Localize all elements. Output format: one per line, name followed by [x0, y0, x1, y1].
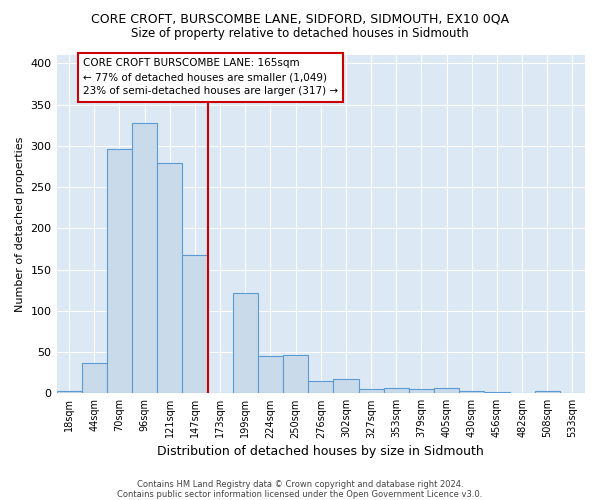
Text: CORE CROFT, BURSCOMBE LANE, SIDFORD, SIDMOUTH, EX10 0QA: CORE CROFT, BURSCOMBE LANE, SIDFORD, SID…	[91, 12, 509, 26]
Bar	[484, 392, 509, 394]
Bar	[308, 381, 334, 394]
Bar	[459, 391, 484, 394]
Text: Contains HM Land Registry data © Crown copyright and database right 2024.: Contains HM Land Registry data © Crown c…	[137, 480, 463, 489]
Bar	[334, 380, 359, 394]
Text: Size of property relative to detached houses in Sidmouth: Size of property relative to detached ho…	[131, 28, 469, 40]
Bar	[157, 163, 182, 394]
Bar	[409, 389, 434, 394]
Bar	[182, 254, 208, 394]
Text: Contains public sector information licensed under the Open Government Licence v3: Contains public sector information licen…	[118, 490, 482, 499]
Bar	[82, 363, 107, 394]
Bar	[434, 388, 459, 394]
Bar	[283, 356, 308, 394]
Text: CORE CROFT BURSCOMBE LANE: 165sqm
← 77% of detached houses are smaller (1,049)
2: CORE CROFT BURSCOMBE LANE: 165sqm ← 77% …	[83, 58, 338, 96]
Bar	[132, 122, 157, 394]
Bar	[233, 292, 258, 394]
X-axis label: Distribution of detached houses by size in Sidmouth: Distribution of detached houses by size …	[157, 444, 484, 458]
Y-axis label: Number of detached properties: Number of detached properties	[15, 136, 25, 312]
Bar	[383, 388, 409, 394]
Bar	[258, 356, 283, 394]
Bar	[359, 389, 383, 394]
Bar	[56, 391, 82, 394]
Bar	[107, 149, 132, 394]
Bar	[535, 391, 560, 394]
